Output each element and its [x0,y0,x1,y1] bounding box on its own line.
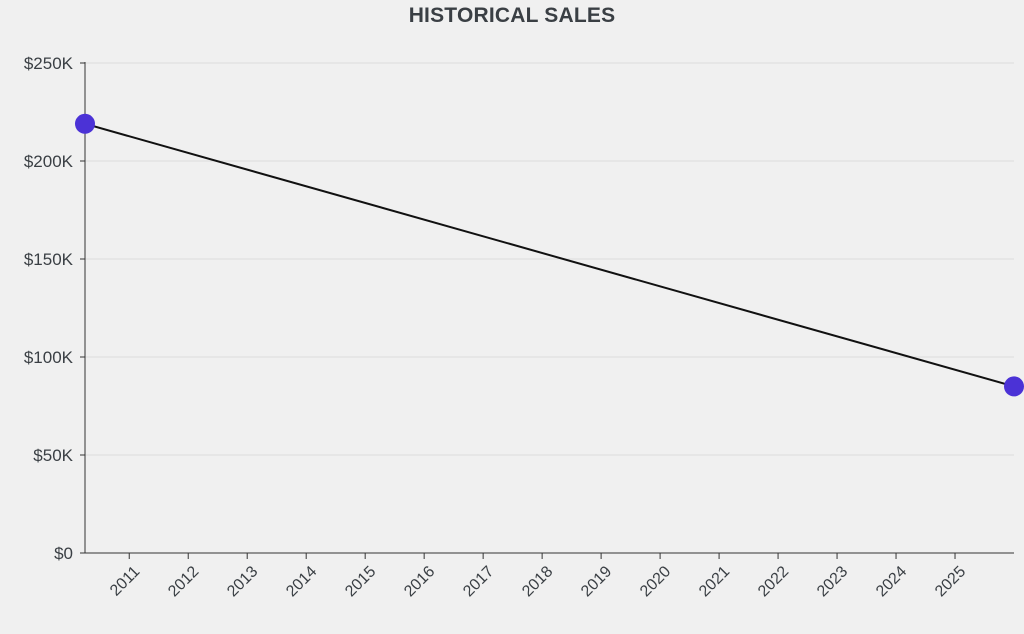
x-tick-label: 2016 [401,563,438,600]
x-tick-label: 2021 [696,563,733,600]
x-tick-label: 2012 [165,563,202,600]
x-tick-label: 2014 [283,563,320,600]
grid-lines [85,62,1014,456]
x-tick-label: 2018 [519,563,556,600]
x-tick-label: 2024 [873,563,910,600]
y-tick-label: $250K [24,54,74,73]
x-tick-label: 2017 [460,563,497,600]
y-tick-label: $50K [33,446,73,465]
y-tick-label: $0 [54,544,73,563]
x-tick-label: 2025 [932,563,969,600]
y-tick-label: $200K [24,152,74,171]
x-tick-label: 2023 [814,563,851,600]
series-line [84,122,1015,388]
x-tick-label: 2015 [342,563,379,600]
x-tick-label: 2013 [224,563,261,600]
chart-title: HISTORICAL SALES [408,4,616,27]
data-point[interactable] [75,113,95,134]
x-tick-label: 2011 [107,563,143,599]
x-axis-ticks: 2011 2012 2013 2014 2015 2016 2017 2018 2019 2020… [107,553,969,600]
data-point[interactable] [1004,376,1024,397]
x-tick-label: 2022 [755,563,792,600]
x-tick-label: 2020 [637,563,674,600]
axes [84,62,1014,554]
y-tick-label: $150K [24,250,74,269]
x-tick-label: 2019 [578,563,615,600]
series-group [75,113,1024,397]
y-tick-label: $100K [24,348,74,367]
y-axis-ticks: $0 $50K $100K $150K $200K $250K [24,54,85,563]
